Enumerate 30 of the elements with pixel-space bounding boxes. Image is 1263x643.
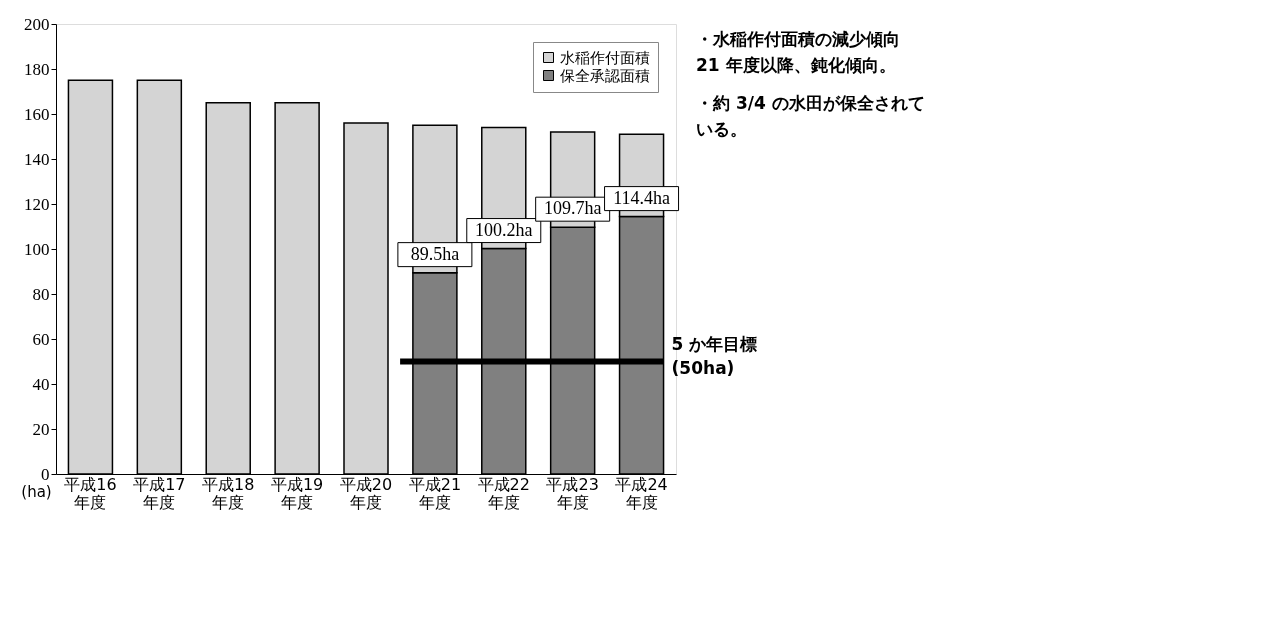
data-label: 100.2ha [475,219,533,240]
x-tick-label: 平成22 年度 [477,474,530,512]
y-tick-label: 60 [32,329,50,349]
y-tick-label: 40 [32,374,50,394]
x-tick-label: 平成19 年度 [270,474,324,512]
text: ・水稲作付面積の減少傾向21 年度以降、鈍化傾向。 [696,29,900,75]
y-tick-label: 0 [41,464,50,484]
y-axis-title: (ha) [21,482,52,501]
x-tick-label: 平成18 年度 [202,474,255,512]
x-tick-label: 平成17 年度 [133,474,186,512]
legend-label: 水稲作付面積 [560,48,650,67]
data-label: 109.7ha [543,198,602,219]
legend-label: 保全承認面積 [560,66,650,85]
x-tick-label: 平成24 年度 [615,474,668,512]
y-tick-label: 140 [24,149,50,169]
x-tick-label: 平成16 年度 [64,474,117,512]
y-tick-label: 180 [24,59,50,79]
y-tick-label: 120 [24,194,50,214]
data-label: 89.5ha [410,243,460,264]
y-tick-label: 80 [32,284,50,304]
y-tick-label: 200 [24,14,50,34]
ref-line-label: 5 か年目標 (50ha) [671,333,758,378]
y-tick-label: 100 [24,239,50,259]
y-tick-label: 20 [32,419,50,439]
y-tick-label: 160 [24,104,50,124]
data-label: 114.4ha [613,187,670,208]
x-tick-label: 平成23 年度 [546,474,599,512]
text: ・約 3/4 の水田が保全されている。 [696,93,925,139]
x-tick-label: 平成21 年度 [408,474,462,512]
x-tick-label: 平成20 年度 [339,474,393,512]
